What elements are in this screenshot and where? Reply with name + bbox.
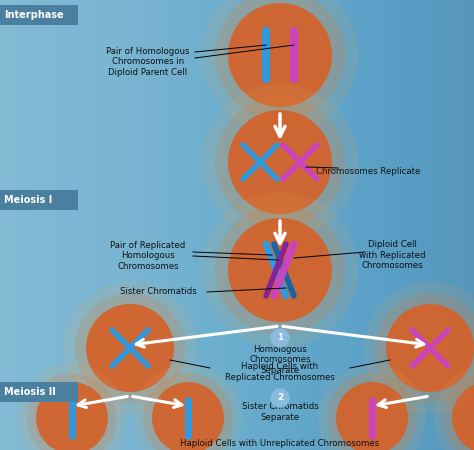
Ellipse shape bbox=[64, 282, 196, 414]
Ellipse shape bbox=[336, 382, 408, 450]
Text: Diploid Cell
with Replicated
Chromosomes: Diploid Cell with Replicated Chromosomes bbox=[359, 240, 425, 270]
Ellipse shape bbox=[228, 3, 332, 107]
Ellipse shape bbox=[143, 373, 233, 450]
Ellipse shape bbox=[386, 304, 474, 392]
Text: 1: 1 bbox=[277, 333, 283, 342]
Text: Sister Chromatids
Separate: Sister Chromatids Separate bbox=[242, 402, 319, 422]
Ellipse shape bbox=[452, 382, 474, 450]
Text: Meiosis II: Meiosis II bbox=[4, 387, 56, 397]
Text: Pair of Replicated
Homologous
Chromosomes: Pair of Replicated Homologous Chromosome… bbox=[110, 241, 186, 271]
Circle shape bbox=[271, 329, 289, 347]
Ellipse shape bbox=[152, 382, 224, 450]
Text: Haploid Cells with Unreplicated Chromosomes: Haploid Cells with Unreplicated Chromoso… bbox=[181, 438, 380, 447]
Ellipse shape bbox=[27, 373, 117, 450]
Ellipse shape bbox=[18, 364, 126, 450]
Ellipse shape bbox=[202, 0, 358, 133]
FancyBboxPatch shape bbox=[0, 5, 78, 25]
Text: Pair of Homologous
Chromosomes in
Diploid Parent Cell: Pair of Homologous Chromosomes in Diploi… bbox=[106, 47, 190, 77]
Text: 2: 2 bbox=[277, 393, 283, 402]
Ellipse shape bbox=[86, 304, 174, 392]
Text: Homologous
Chromosomes
Separate: Homologous Chromosomes Separate bbox=[249, 345, 311, 375]
Ellipse shape bbox=[364, 282, 474, 414]
Text: Interphase: Interphase bbox=[4, 10, 64, 20]
Ellipse shape bbox=[318, 364, 426, 450]
Ellipse shape bbox=[202, 84, 358, 240]
Ellipse shape bbox=[215, 0, 345, 120]
Ellipse shape bbox=[202, 192, 358, 348]
Ellipse shape bbox=[215, 205, 345, 335]
FancyBboxPatch shape bbox=[0, 190, 78, 210]
Text: Chromosomes Replicate: Chromosomes Replicate bbox=[316, 167, 420, 176]
Ellipse shape bbox=[228, 110, 332, 214]
Text: Sister Chromatids: Sister Chromatids bbox=[119, 288, 196, 297]
Ellipse shape bbox=[327, 373, 417, 450]
Ellipse shape bbox=[228, 218, 332, 322]
Text: Haploid Cells with
Replicated Chromosomes: Haploid Cells with Replicated Chromosome… bbox=[225, 362, 335, 382]
Text: Meiosis I: Meiosis I bbox=[4, 195, 52, 205]
FancyBboxPatch shape bbox=[0, 382, 78, 402]
Ellipse shape bbox=[375, 293, 474, 403]
Circle shape bbox=[271, 389, 289, 407]
Ellipse shape bbox=[36, 382, 108, 450]
Ellipse shape bbox=[215, 97, 345, 227]
Ellipse shape bbox=[75, 293, 185, 403]
Ellipse shape bbox=[434, 364, 474, 450]
Ellipse shape bbox=[134, 364, 242, 450]
Ellipse shape bbox=[443, 373, 474, 450]
